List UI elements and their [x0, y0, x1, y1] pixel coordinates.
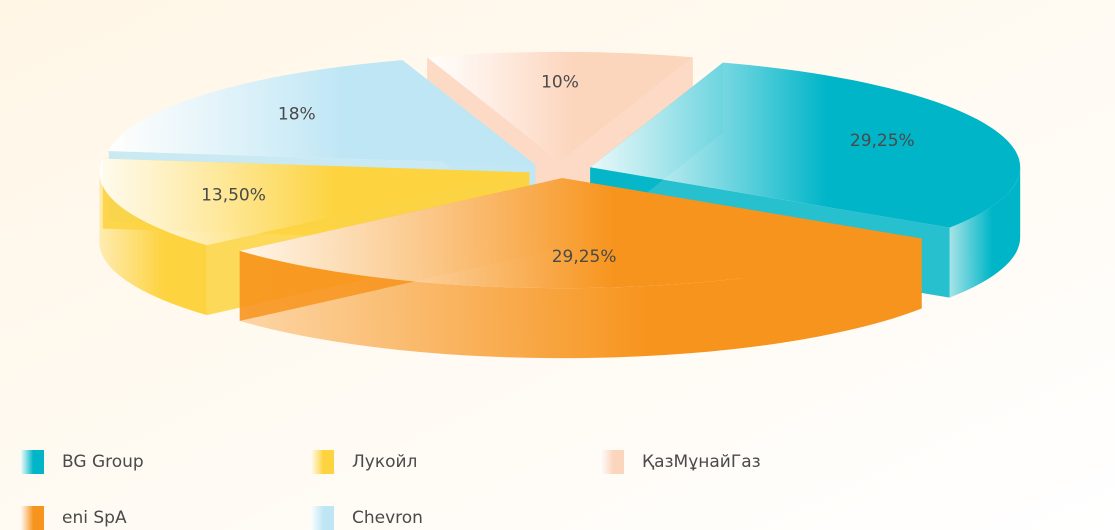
slice-top [427, 51, 693, 162]
legend-label: Chevron [352, 508, 423, 528]
value-label: 29,25% [850, 131, 915, 151]
value-label: 10% [541, 73, 579, 93]
value-label: 13,50% [201, 186, 266, 206]
legend-label: ҚазМұнайГаз [642, 452, 761, 472]
slice-top [108, 60, 536, 165]
slice: 29,25% [239, 178, 922, 359]
slice-top [239, 178, 922, 289]
legend-label: eni SpA [62, 508, 127, 528]
slice-side [949, 167, 1021, 298]
legend-swatch [310, 450, 334, 474]
slice-side [99, 172, 207, 316]
legend-swatch [20, 450, 44, 474]
legend-label: Лукойл [352, 452, 417, 472]
slice-top [99, 158, 530, 246]
slice-top [590, 62, 1021, 228]
value-label: 18% [278, 104, 316, 124]
value-label: 29,25% [552, 247, 617, 267]
legend-swatch [600, 450, 624, 474]
legend-swatch [310, 506, 334, 530]
legend-swatch [20, 506, 44, 530]
slice-side [239, 238, 922, 359]
legend-label: BG Group [62, 452, 144, 472]
